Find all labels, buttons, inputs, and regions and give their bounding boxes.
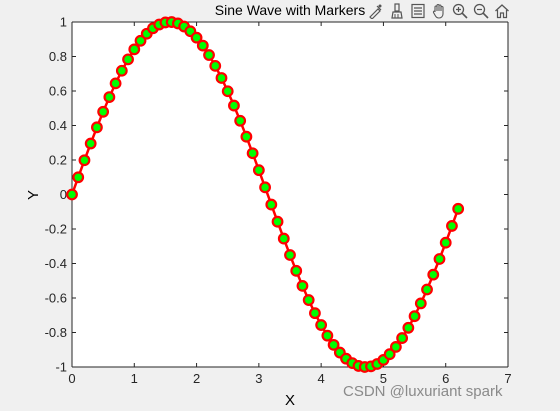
data-point: [321, 329, 334, 342]
data-point: [452, 202, 465, 215]
data-point: [259, 181, 271, 194]
data-point: [234, 114, 247, 127]
data-point: [221, 85, 234, 98]
plot-area: [72, 22, 508, 367]
data-point: [421, 283, 433, 296]
data-point: [290, 264, 303, 277]
data-point: [327, 338, 340, 351]
data-point: [383, 348, 396, 361]
y-tick-label: 0.2: [49, 153, 67, 168]
data-point: [78, 154, 91, 167]
data-point: [97, 105, 110, 118]
data-point: [109, 77, 122, 90]
data-point: [302, 294, 315, 306]
data-point: [209, 59, 222, 72]
y-tick-label: 0.4: [49, 118, 67, 133]
data-point: [309, 307, 321, 320]
zoom-out-icon[interactable]: [471, 1, 491, 21]
data-point: [433, 253, 446, 265]
data-point: [284, 249, 296, 261]
data-point: [134, 34, 147, 47]
figure-toolbar: [366, 1, 512, 21]
watermark: CSDN @luxuriant spark: [343, 383, 503, 400]
series-markers-group: [66, 16, 465, 373]
data-point: [228, 99, 240, 112]
y-tick-label: 0.6: [49, 84, 67, 99]
data-point: [446, 220, 458, 232]
data-point: [396, 332, 409, 344]
data-point: [252, 164, 265, 177]
x-tick-label: 2: [193, 371, 200, 386]
ticks-group: [71, 21, 509, 368]
x-tick-label: 0: [68, 371, 75, 386]
data-point: [72, 171, 85, 184]
zoom-in-icon[interactable]: [450, 1, 470, 21]
data-point: [246, 147, 259, 160]
data-point: [240, 130, 253, 143]
data-point: [84, 137, 97, 150]
data-point: [203, 49, 215, 61]
x-tick-label: 5: [380, 371, 387, 386]
data-point: [196, 39, 209, 52]
x-axis-label: X: [285, 392, 295, 409]
brush-icon[interactable]: [387, 1, 407, 21]
data-point: [103, 91, 116, 104]
y-tick-label: 1: [60, 15, 67, 30]
data-point: [271, 215, 284, 228]
data-point: [190, 31, 203, 44]
y-tick-label: -0.2: [45, 222, 67, 237]
data-point: [402, 321, 415, 334]
x-tick-label: 1: [131, 371, 138, 386]
data-point: [115, 64, 128, 77]
x-tick-label: 7: [504, 371, 511, 386]
data-point: [122, 53, 134, 66]
data-point: [215, 72, 228, 84]
data-point: [427, 268, 440, 281]
y-tick-label: 0.8: [49, 49, 67, 64]
x-tick-label: 4: [318, 371, 325, 386]
data-point: [439, 236, 452, 249]
chart-title: Sine Wave with Markers: [215, 2, 365, 18]
data-point: [265, 198, 278, 211]
data-point: [128, 43, 141, 56]
data-tips-icon[interactable]: [366, 1, 386, 21]
y-axis-label: Y: [25, 190, 42, 200]
tick-labels-group: 0 1 2 3 4 5 6 7 -1 -0.8 -0.6 -0.4 -0.2 0 0.2 0.4 0.6 0.8 1: [45, 15, 512, 387]
pan-icon[interactable]: [429, 1, 449, 21]
data-point: [414, 297, 427, 310]
y-tick-label: -0.8: [45, 325, 67, 340]
data-point: [315, 319, 328, 331]
x-tick-label: 6: [442, 371, 449, 386]
home-icon[interactable]: [492, 1, 512, 21]
data-point: [277, 232, 290, 245]
data-point: [66, 188, 78, 201]
data-point: [389, 341, 402, 353]
x-tick-label: 3: [255, 371, 262, 386]
data-point: [408, 310, 421, 323]
y-tick-label: -1: [55, 360, 67, 375]
data-point: [91, 121, 103, 134]
data-point: [296, 279, 309, 292]
legend-icon[interactable]: [408, 1, 428, 21]
y-tick-label: 0: [60, 187, 67, 202]
y-tick-label: -0.6: [45, 291, 67, 306]
y-tick-label: -0.4: [45, 256, 67, 271]
